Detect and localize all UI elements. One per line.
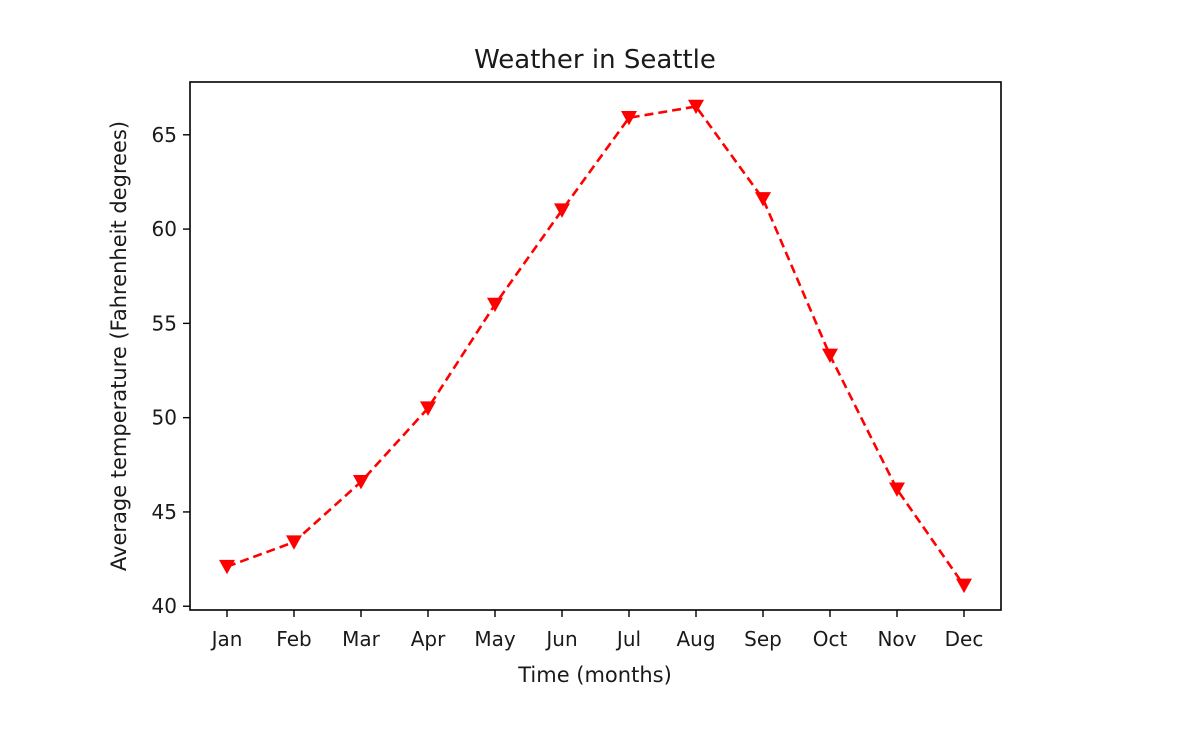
data-point-marker	[219, 559, 235, 575]
data-point-marker	[621, 111, 637, 126]
data-point-marker	[688, 99, 704, 115]
x-tick-label: Jul	[615, 627, 641, 651]
x-tick-label: Sep	[744, 627, 782, 651]
y-tick-label: 60	[152, 217, 177, 241]
data-point-marker	[487, 297, 503, 313]
data-point-marker	[353, 474, 369, 490]
data-point-marker	[956, 578, 972, 594]
x-axis: Jan Feb Mar Apr May Jun Jul Aug Sep Oct Nov Dec	[210, 610, 984, 651]
y-tick-label: 40	[152, 594, 177, 618]
x-tick-label: Dec	[945, 627, 984, 651]
x-tick-label: Feb	[276, 627, 311, 651]
y-tick-label: 65	[152, 123, 177, 147]
data-point-marker	[286, 535, 302, 550]
x-tick-label: Jun	[544, 627, 577, 651]
data-point-marker	[755, 192, 771, 207]
x-tick-label: Nov	[877, 627, 916, 651]
data-point-marker	[889, 482, 905, 497]
x-tick-label: Oct	[813, 627, 848, 651]
y-tick-label: 45	[152, 500, 177, 524]
series-line	[226, 105, 966, 587]
x-tick-label: Mar	[342, 627, 381, 651]
plot-frame	[189, 81, 1002, 611]
data-point-marker	[554, 203, 570, 218]
x-tick-label: May	[474, 627, 516, 651]
x-tick-label: Apr	[411, 627, 446, 651]
y-axis: 40 45 50 55 60 65	[152, 123, 190, 618]
y-tick-label: 55	[152, 311, 177, 335]
y-tick-label: 50	[152, 406, 177, 430]
chart-title: Weather in Seattle	[474, 45, 716, 75]
data-point-marker	[822, 348, 838, 364]
series-layer	[219, 99, 972, 594]
x-axis-label: Time (months)	[517, 663, 672, 687]
x-tick-label: Aug	[676, 627, 715, 651]
y-axis-label: Average temperature (Fahrenheit degrees)	[107, 121, 131, 571]
data-point-marker	[420, 401, 436, 416]
x-tick-label: Jan	[210, 627, 243, 651]
